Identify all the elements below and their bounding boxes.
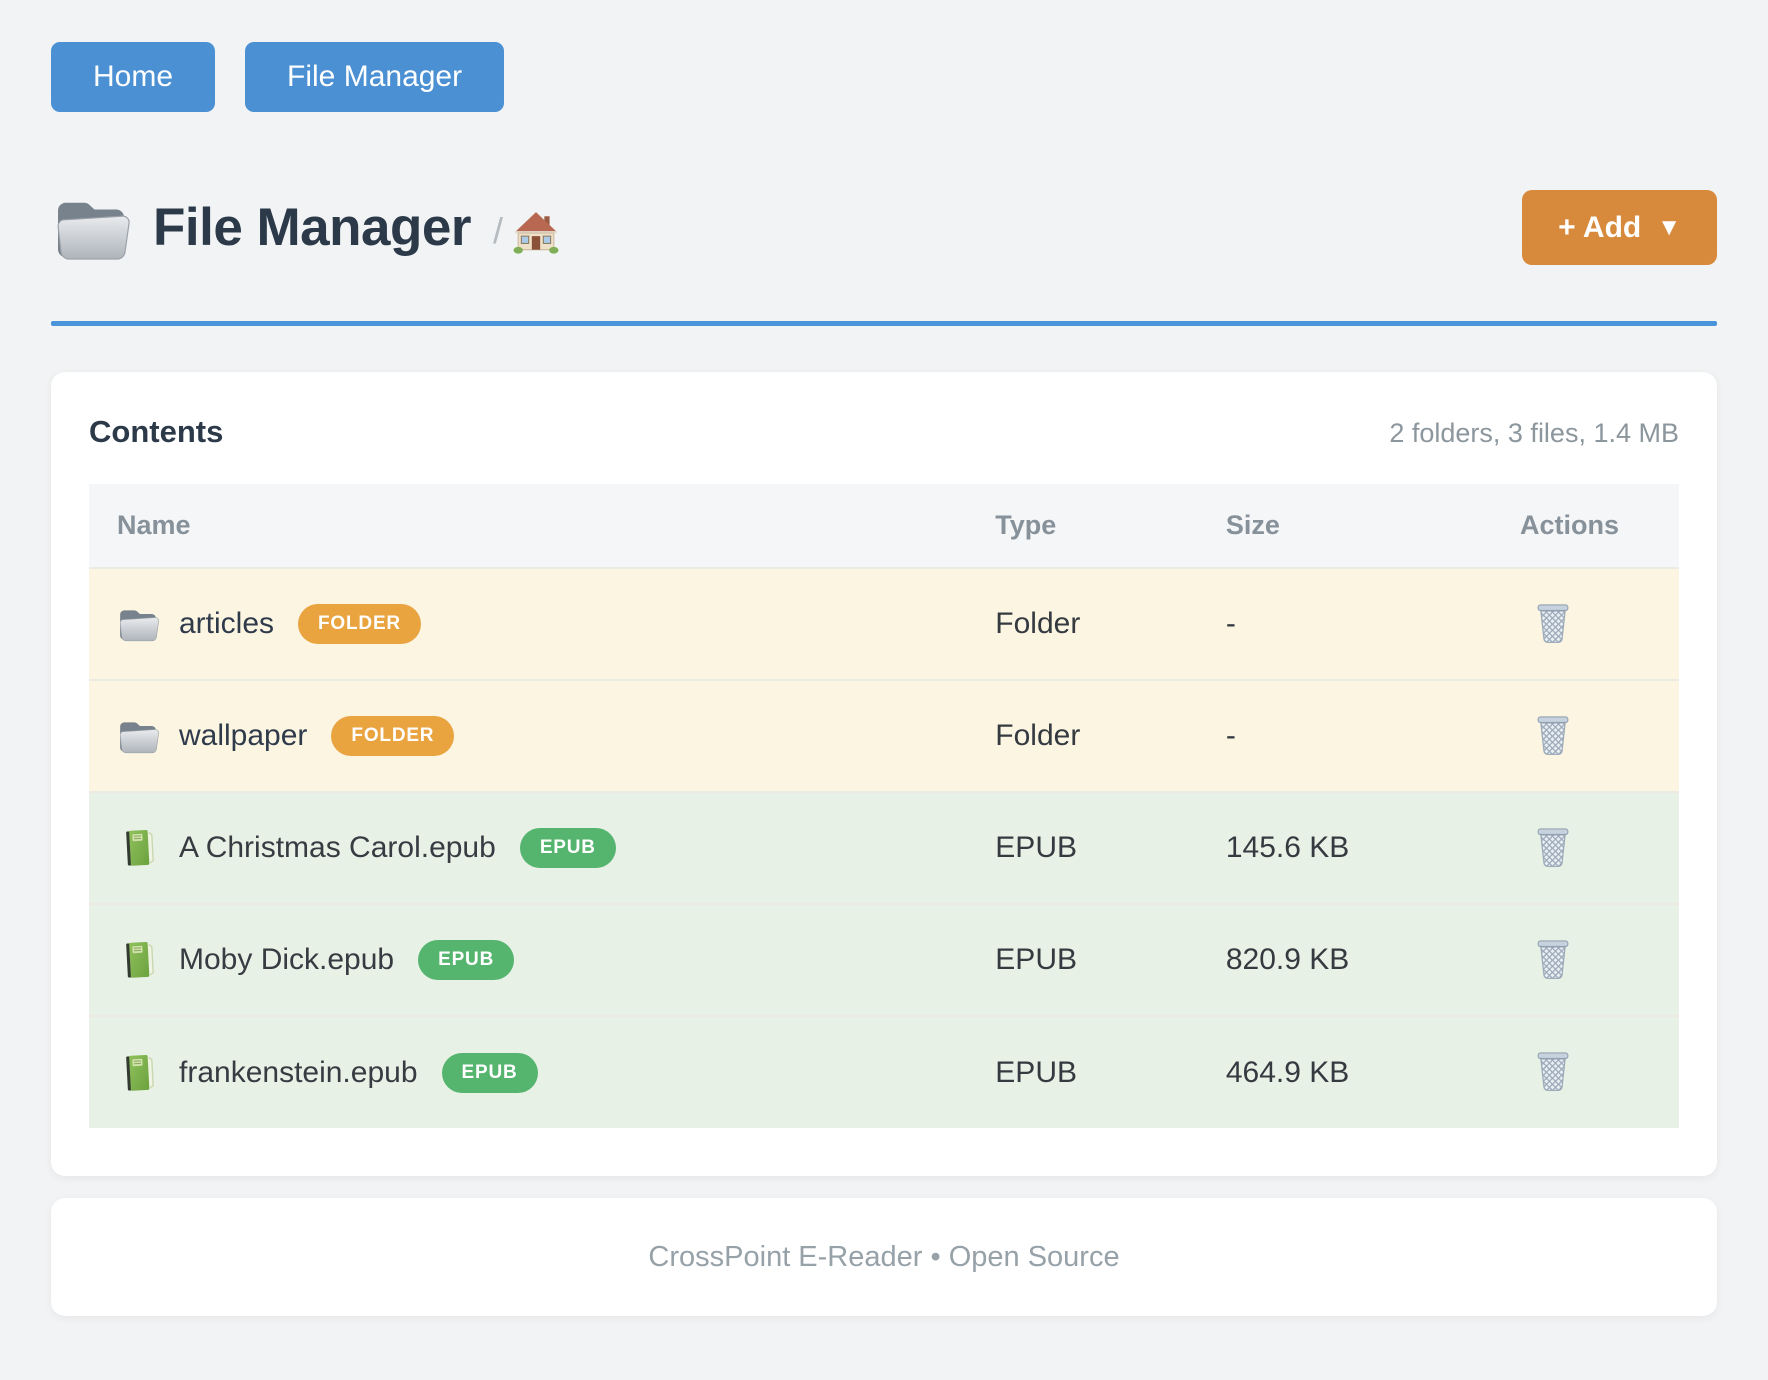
trash-icon	[1537, 827, 1569, 867]
trash-icon	[1537, 939, 1569, 979]
trash-icon	[1537, 1052, 1569, 1092]
green-book-icon	[126, 1054, 154, 1091]
contents-title: Contents	[89, 414, 224, 449]
add-button[interactable]: + Add ▼	[1522, 190, 1717, 265]
folder-icon	[57, 202, 130, 260]
column-header-name: Name	[117, 510, 191, 540]
type-cell: EPUB	[995, 1055, 1077, 1089]
page-header: File Manager / + Add ▼	[51, 190, 1717, 265]
type-badge: FOLDER	[298, 604, 421, 644]
page-title: File Manager	[153, 198, 471, 257]
size-cell: 145.6 KB	[1225, 831, 1350, 864]
footer-text: CrossPoint E-Reader • Open Source	[648, 1240, 1120, 1273]
chevron-down-icon: ▼	[1657, 213, 1681, 241]
table-row: frankenstein.epub EPUB EPUB 464.9 KB	[89, 1016, 1679, 1128]
nav-home-button[interactable]: Home	[51, 42, 216, 112]
type-badge: EPUB	[519, 828, 616, 868]
folder-icon	[119, 722, 159, 754]
delete-button[interactable]	[1534, 936, 1572, 980]
type-cell: Folder	[995, 719, 1081, 752]
type-cell: EPUB	[995, 943, 1077, 976]
delete-button[interactable]	[1534, 1048, 1572, 1092]
trash-icon	[1537, 603, 1569, 643]
file-manager-page: Home File Manager File Manager /	[51, 42, 1717, 1316]
delete-button[interactable]	[1534, 712, 1572, 756]
type-badge: EPUB	[418, 940, 515, 980]
file-name[interactable]: A Christmas Carol.epub	[179, 831, 496, 864]
column-header-type: Type	[995, 510, 1057, 540]
type-badge: EPUB	[441, 1052, 538, 1093]
file-name[interactable]: frankenstein.epub	[179, 1055, 418, 1089]
header-divider	[51, 321, 1717, 326]
top-nav: Home File Manager	[51, 42, 1717, 112]
size-cell: 464.9 KB	[1225, 1055, 1350, 1089]
green-book-icon	[126, 941, 154, 978]
title-group: File Manager /	[51, 195, 559, 261]
contents-card-header: Contents 2 folders, 3 files, 1.4 MB	[89, 414, 1679, 450]
table-row: articles FOLDER Folder -	[89, 568, 1679, 680]
table-row: wallpaper FOLDER Folder -	[89, 680, 1679, 792]
delete-button[interactable]	[1534, 600, 1572, 644]
add-button-label: + Add	[1558, 210, 1642, 244]
size-cell: -	[1225, 719, 1236, 752]
column-header-size: Size	[1225, 510, 1280, 540]
size-cell: -	[1225, 607, 1236, 640]
type-cell: Folder	[995, 607, 1081, 640]
contents-summary: 2 folders, 3 files, 1.4 MB	[1389, 418, 1679, 448]
column-header-actions: Actions	[1519, 510, 1619, 540]
delete-button[interactable]	[1534, 824, 1572, 868]
nav-file-manager-button[interactable]: File Manager	[245, 42, 505, 112]
type-cell: EPUB	[995, 831, 1077, 864]
trash-icon	[1537, 715, 1569, 755]
footer: CrossPoint E-Reader • Open Source	[51, 1198, 1717, 1316]
file-table: Name Type Size Actions	[89, 484, 1679, 1128]
green-book-icon	[126, 829, 154, 866]
file-table-body: articles FOLDER Folder -	[89, 568, 1679, 1128]
size-cell: 820.9 KB	[1225, 943, 1350, 976]
file-table-head: Name Type Size Actions	[89, 484, 1679, 568]
house-icon[interactable]	[513, 210, 559, 256]
file-name[interactable]: articles	[179, 607, 275, 640]
file-name[interactable]: wallpaper	[179, 719, 308, 752]
table-row: Moby Dick.epub EPUB EPUB 820.9 KB	[89, 904, 1679, 1016]
type-badge: FOLDER	[331, 716, 455, 756]
breadcrumb: /	[492, 209, 503, 251]
contents-card: Contents 2 folders, 3 files, 1.4 MB Name…	[51, 372, 1717, 1176]
folder-icon	[119, 610, 159, 642]
table-row: A Christmas Carol.epub EPUB EPUB 145.6 K…	[89, 792, 1679, 904]
file-name[interactable]: Moby Dick.epub	[179, 943, 395, 976]
